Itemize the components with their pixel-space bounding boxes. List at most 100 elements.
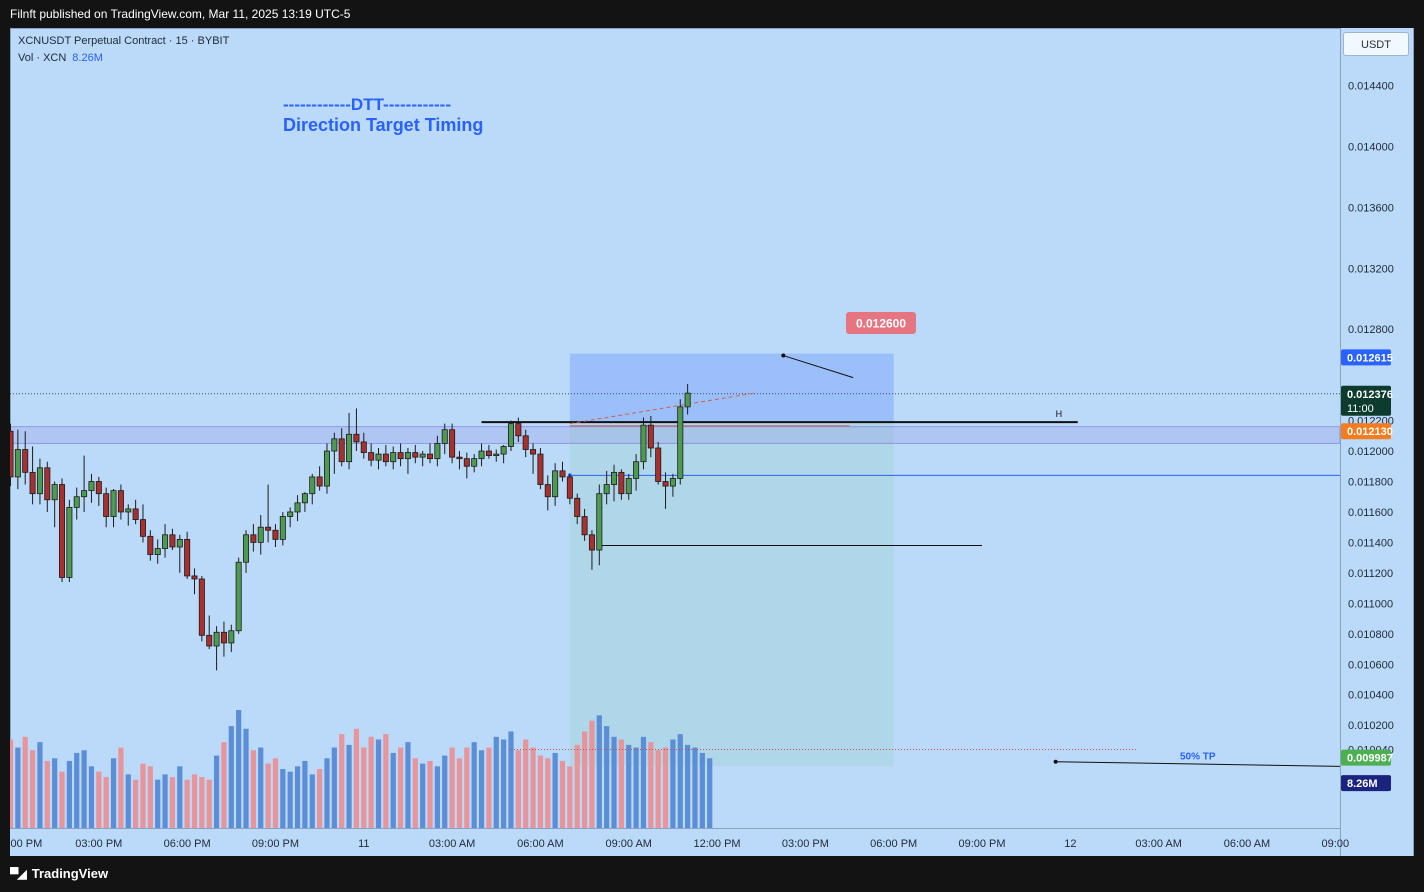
volume-bar	[552, 752, 558, 828]
volume-bar	[206, 779, 212, 828]
countdown-label: 11:00	[1347, 403, 1374, 415]
volume-bar	[677, 734, 683, 828]
candle-body	[625, 478, 632, 495]
volume-bar	[59, 771, 65, 828]
price-tick-label: 0.010400	[1348, 690, 1394, 702]
candle-body	[176, 538, 183, 548]
price-tick-label: 0.012800	[1348, 324, 1394, 336]
volume-bar	[140, 763, 146, 828]
price-tag	[1341, 749, 1391, 766]
candle-body	[419, 453, 426, 458]
candle-body	[22, 449, 29, 473]
candle-body	[544, 484, 551, 498]
time-axis: 00 PM 03:00 PM 06:00 PM 09:00 PM 11 03:00 AM 0…	[10, 828, 1349, 856]
volume-bar	[236, 710, 242, 828]
candle-body	[66, 506, 73, 578]
time-tick-label: 03:00 PM	[75, 838, 122, 850]
dtt-annotation-line2: Direction Target Timing	[283, 115, 484, 135]
currency-button[interactable]: USDT	[1343, 32, 1409, 56]
volume-bar	[37, 742, 43, 828]
candle-body	[603, 484, 610, 495]
volume-bar	[508, 731, 514, 828]
price-tag	[1341, 775, 1391, 792]
brand-text: TradingView	[31, 866, 109, 881]
volume-bar	[523, 739, 529, 828]
target-callout-box	[846, 312, 916, 334]
target-anchor	[781, 353, 786, 358]
candle-body	[338, 438, 345, 463]
candles	[10, 384, 691, 671]
volume-bar	[191, 774, 198, 828]
vol-label: Vol · XCN	[18, 52, 67, 64]
volume-bar	[368, 736, 374, 828]
volume-bar	[375, 739, 382, 828]
candle-body	[397, 452, 404, 460]
price-chart[interactable]: 50% TP H 0.012600 0.014400 0.014000 0.013600…	[10, 28, 1413, 856]
candle-body	[169, 534, 176, 548]
tp-leader-line	[1055, 761, 1340, 767]
time-tick-label: 12	[1064, 838, 1076, 850]
candle-body	[162, 534, 169, 549]
candle-body	[566, 476, 573, 499]
candle-body	[596, 493, 603, 551]
price-axis-bg	[1340, 28, 1413, 856]
candle-body	[404, 452, 411, 460]
volume-bar	[412, 758, 418, 828]
time-tick-label: 11	[358, 838, 369, 850]
volume-bar	[596, 715, 602, 828]
volume-bar	[250, 750, 256, 828]
volume-bar	[449, 747, 455, 828]
volume-bar	[353, 728, 360, 828]
candle-body	[44, 467, 51, 501]
candle-body	[257, 526, 264, 543]
volume-bar	[626, 744, 632, 828]
tradingview-logo: ▀◢ TradingView	[10, 866, 108, 881]
price-tick-label: 0.014400	[1348, 81, 1394, 93]
candle-body	[375, 453, 382, 461]
candle-body	[103, 493, 110, 517]
volume-bar	[177, 766, 183, 828]
publish-bar: Filnft published on TradingView.com, Mar…	[0, 0, 1424, 28]
candle-body	[294, 502, 301, 513]
volume-bar	[530, 747, 536, 828]
candle-body	[390, 452, 397, 463]
candle-body	[191, 575, 198, 580]
candle-body	[684, 392, 691, 408]
candle-body	[228, 630, 235, 644]
price-tag-label: 0.009987	[1347, 753, 1393, 765]
time-tick-label: 03:00 AM	[1135, 838, 1181, 850]
candle-body	[110, 490, 117, 517]
candle-body	[552, 470, 559, 498]
candle-body	[368, 452, 375, 461]
volume-bar	[346, 744, 352, 828]
volume-bar	[545, 758, 551, 828]
candle-body	[154, 548, 161, 556]
volume-bar	[397, 747, 404, 828]
candle-body	[81, 490, 88, 498]
volume-bar	[434, 766, 440, 828]
time-tick-label: 06:00 PM	[164, 838, 211, 850]
publish-text: Filnft published on TradingView.com, Mar…	[10, 7, 351, 21]
candle-body	[220, 631, 227, 644]
volume-bar	[383, 734, 389, 828]
volume-bar	[66, 760, 72, 828]
price-tick-label: 0.010800	[1348, 629, 1394, 641]
candle-body	[478, 450, 485, 460]
volume-bar	[52, 758, 58, 828]
price-tick-label: 0.011600	[1348, 507, 1393, 519]
candle-body	[640, 424, 647, 463]
price-axis: 0.014400 0.014000 0.013600 0.013200 0.012800…	[1340, 28, 1413, 856]
candle-body	[125, 508, 132, 513]
time-tick-label: 06:00 AM	[517, 838, 563, 850]
price-tag	[1341, 423, 1391, 440]
volume-bar	[699, 752, 705, 828]
price-tick-label: 0.010600	[1348, 659, 1394, 671]
price-tags: 0.012615 0.012376 11:00 0.012130 0.009987 8.2…	[1341, 349, 1393, 792]
volume-bar	[147, 766, 153, 828]
candle-body	[441, 429, 448, 444]
candle-body	[412, 452, 419, 458]
position-zones	[10, 353, 1340, 767]
volume-bar	[456, 758, 463, 828]
symbol-legend: XCNUSDT Perpetual Contract · 15 · BYBIT	[18, 35, 230, 47]
volume-bar	[125, 774, 131, 828]
